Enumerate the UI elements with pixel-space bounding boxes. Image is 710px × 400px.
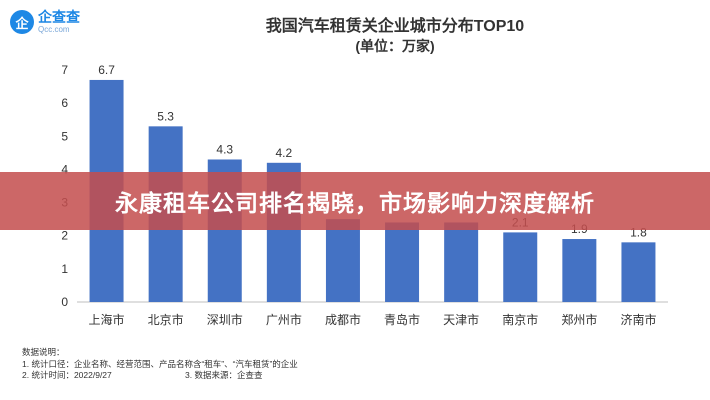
bar xyxy=(325,219,360,302)
bar-value-label: 4.2 xyxy=(276,146,293,160)
x-category-label: 上海市 xyxy=(89,312,125,327)
y-tick-label: 7 xyxy=(61,63,68,77)
chart-subtitle: (单位：万家) xyxy=(355,38,435,54)
bar xyxy=(444,222,479,302)
y-tick-label: 0 xyxy=(61,295,68,309)
x-category-label: 南京市 xyxy=(502,312,538,327)
y-tick-label: 2 xyxy=(61,229,68,243)
logo-name: 企查查 xyxy=(38,9,80,25)
note-item-1: 1. 统计口径：企业名称、经营范围、产品名称含“租车”、“汽车租赁”的企业 xyxy=(22,358,298,369)
y-tick-label: 6 xyxy=(61,96,68,110)
bar xyxy=(503,232,538,302)
headline-banner: 永康租车公司排名揭晓，市场影响力深度解析 xyxy=(0,172,710,230)
x-category-label: 北京市 xyxy=(148,312,184,327)
x-category-label: 成都市 xyxy=(325,312,361,327)
x-category-label: 济南市 xyxy=(620,312,656,327)
bar-value-label: 4.3 xyxy=(216,142,233,156)
y-tick-label: 1 xyxy=(61,262,68,276)
x-category-label: 深圳市 xyxy=(207,312,243,327)
y-tick-label: 5 xyxy=(61,129,68,143)
qichacha-logo: 企 企查查 Qcc.com xyxy=(10,10,80,34)
y-tick-label: 4 xyxy=(61,162,68,176)
x-category-label: 郑州市 xyxy=(561,312,597,327)
x-category-label: 天津市 xyxy=(443,312,479,327)
logo-mark: 企 xyxy=(10,10,34,34)
bar xyxy=(385,222,420,302)
bar-value-label: 6.7 xyxy=(98,63,115,77)
note-item-3: 3. 数据来源：企查查 xyxy=(185,370,263,380)
bar-value-label: 5.3 xyxy=(157,109,174,123)
note-item-2: 2. 统计时间：2022/9/27 xyxy=(22,370,112,380)
headline-text: 永康租车公司排名揭晓，市场影响力深度解析 xyxy=(115,190,595,216)
notes-heading: 数据说明： xyxy=(22,347,65,357)
data-notes: 数据说明： 1. 统计口径：企业名称、经营范围、产品名称含“租车”、“汽车租赁”… xyxy=(22,347,298,382)
x-category-label: 广州市 xyxy=(266,312,302,327)
logo-domain: Qcc.com xyxy=(38,25,70,34)
chart-title: 我国汽车租赁关企业城市分布TOP10 xyxy=(265,18,525,35)
x-category-label: 青岛市 xyxy=(384,312,420,327)
bar xyxy=(562,239,597,302)
bar xyxy=(621,242,656,302)
